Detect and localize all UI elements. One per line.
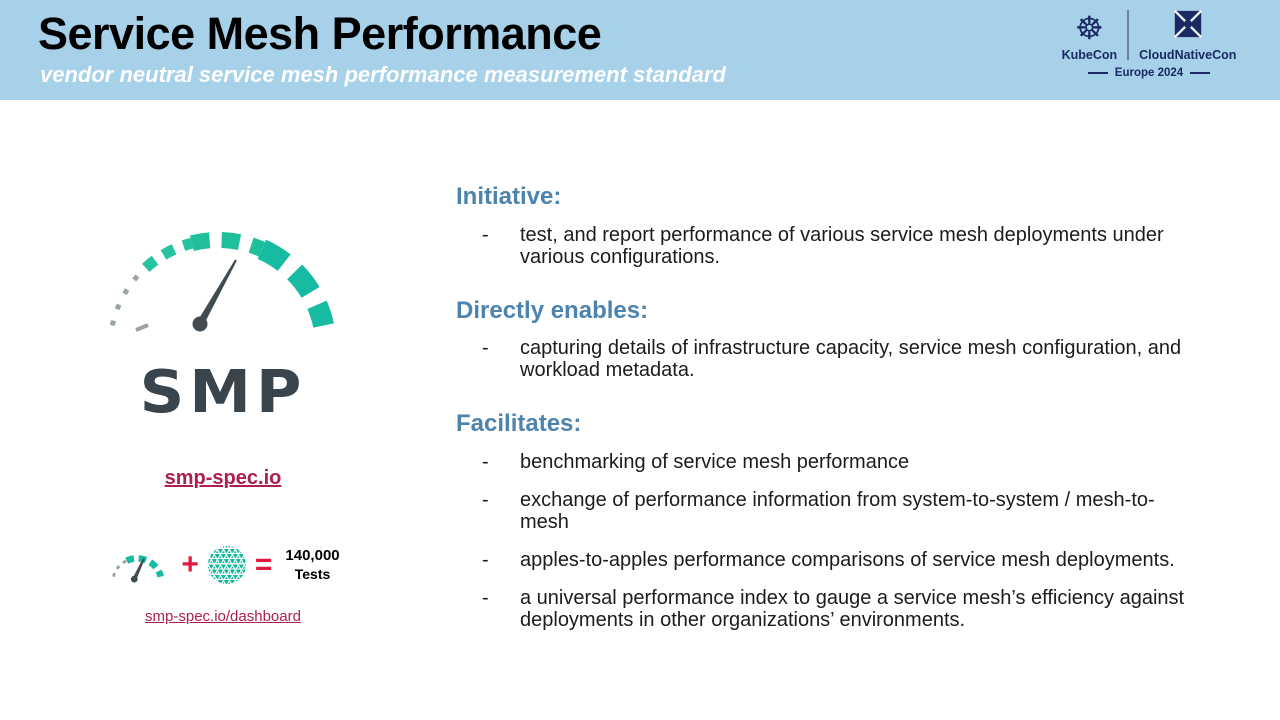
section-facilitates: - benchmarking of service mesh performan… <box>456 451 1200 631</box>
plus-sign: + <box>181 548 199 581</box>
logo-divider <box>1127 10 1130 60</box>
equals-sign: = <box>254 548 273 581</box>
cloudnativecon-logo: CloudNativeCon <box>1139 8 1236 62</box>
bullet-text: a universal performance index to gauge a… <box>520 586 1185 631</box>
bullet-text: exchange of performance information from… <box>520 488 1155 533</box>
bullet-item: - test, and report performance of variou… <box>456 224 1200 268</box>
section-gap <box>456 284 1200 297</box>
smp-spec-link[interactable]: smp-spec.io <box>164 467 282 489</box>
bullet-item: - exchange of performance information fr… <box>456 489 1200 533</box>
tests-count: 140,000 <box>285 546 340 564</box>
tests-label: Tests <box>294 565 331 582</box>
bullet-item: - capturing details of infrastructure ca… <box>456 337 1200 381</box>
kubecon-helm-icon: ☸ <box>1075 9 1104 47</box>
section-gap <box>456 397 1200 410</box>
dashboard-link[interactable]: smp-spec.io/dashboard <box>145 608 301 625</box>
page-subtitle: vendor neutral service mesh performance … <box>40 62 726 87</box>
smp-gauge-logo-icon <box>109 232 334 332</box>
bullet-dash: - <box>482 223 489 246</box>
bullet-text: benchmarking of service mesh performance <box>520 450 910 473</box>
bullet-text: test, and report performance of various … <box>520 223 1164 268</box>
bullet-item: - apples-to-apples performance compariso… <box>456 549 1200 571</box>
bullet-dash: - <box>482 548 489 571</box>
cloudnativecon-label: CloudNativeCon <box>1139 48 1237 62</box>
bullet-dash: - <box>482 488 489 511</box>
bullet-text: capturing details of infrastructure capa… <box>520 337 1182 382</box>
bullet-item: - a universal performance index to gauge… <box>456 587 1200 631</box>
section-heading-initiative: Initiative: <box>456 183 562 210</box>
event-rule-left <box>1087 72 1108 74</box>
tests-equation-row: + = 140,000 Tests <box>106 544 340 586</box>
smp-wordmark: SMP <box>139 356 307 427</box>
bullet-item: - benchmarking of service mesh performan… <box>456 451 1200 473</box>
event-edition: Europe 2024 <box>1114 67 1184 79</box>
bullet-dash: - <box>482 450 489 473</box>
page-title: Service Mesh Performance <box>38 8 602 59</box>
event-edition-row: Europe 2024 <box>1044 67 1254 79</box>
gauge-mini-icon <box>112 555 165 583</box>
kubecon-logo: ☸ KubeCon <box>1062 8 1118 62</box>
bullet-dash: - <box>482 337 489 360</box>
event-logo-block: ☸ KubeCon CloudNativeCon <box>1044 8 1254 79</box>
bullet-dash: - <box>482 586 489 609</box>
event-rule-right <box>1190 72 1211 74</box>
kubecon-label: KubeCon <box>1061 48 1118 62</box>
tests-figure: 140,000 Tests <box>285 547 339 583</box>
section-initiative: - test, and report performance of variou… <box>456 224 1200 268</box>
section-directly-enables: - capturing details of infrastructure ca… <box>456 337 1200 381</box>
section-heading-facilitates: Facilitates: <box>456 410 582 438</box>
header: Service Mesh Performance vendor neutral … <box>0 0 1280 100</box>
mesh-ball-icon <box>207 546 246 584</box>
cloudnativecon-icon <box>1172 8 1204 45</box>
content-column: Initiative: - test, and report performan… <box>456 183 1200 647</box>
section-heading-directly-enables: Directly enables: <box>456 296 649 324</box>
bullet-text: apples-to-apples performance comparisons… <box>520 548 1175 571</box>
smp-brand-column: SMP smp-spec.io + = 140,000 Tests smp-sp… <box>58 200 388 625</box>
logo-row: ☸ KubeCon CloudNativeCon <box>1044 8 1254 62</box>
